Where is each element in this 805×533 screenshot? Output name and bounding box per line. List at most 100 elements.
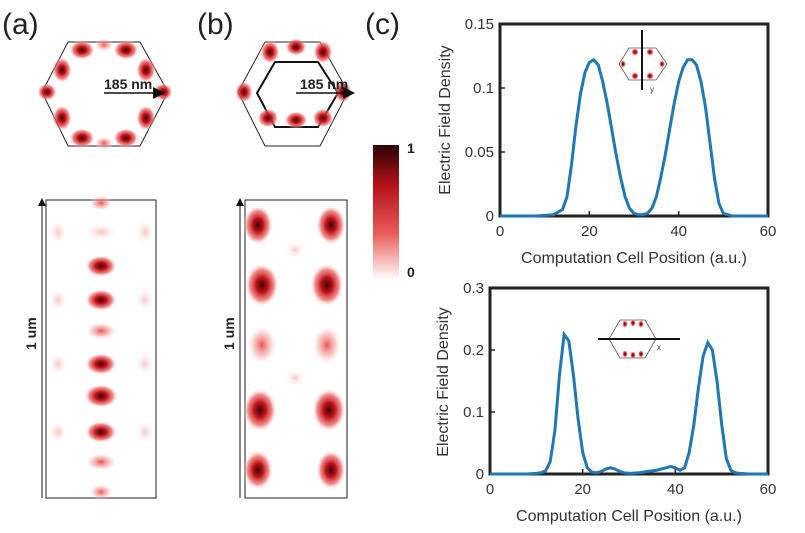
hex-a-hotspot — [153, 83, 173, 101]
chart-bottom-ytick-label: 0 — [476, 466, 484, 483]
hex-a-hotspot — [113, 128, 139, 148]
inset-hotspot — [631, 72, 639, 80]
radius-label-a: 185 nm — [104, 76, 152, 92]
chart-top-ytick-label: 0.15 — [465, 16, 494, 33]
rect-a-hotspot — [85, 322, 117, 340]
chart-bottom-ylabel: Electric Field Density — [435, 307, 452, 456]
chart-bottom: 0 0.1 0.2 0.3 0 20 40 60 Computation Cell Posi… — [435, 280, 776, 525]
inset-hotspot — [630, 351, 636, 359]
hex-a-hotspot — [113, 40, 139, 60]
chart-top-yticks: 0 0.05 0.1 0.15 — [465, 16, 505, 225]
colorbar-gradient — [373, 145, 399, 280]
chart-top-xtick-label: 20 — [581, 223, 598, 240]
chart-bottom-series-line — [490, 330, 768, 476]
rect-a-hotspot — [85, 255, 117, 277]
rect-map-b: 1 um — [221, 198, 348, 499]
hex-a-hotspot — [69, 40, 95, 60]
rect-a-hotspot — [85, 353, 117, 375]
rect-b-hotspot — [247, 325, 277, 365]
rect-a-hotspot — [85, 421, 117, 443]
panel-label-a: (a) — [2, 8, 39, 41]
chart-bottom-xlabel: Computation Cell Position (a.u.) — [516, 508, 742, 525]
rect-a-hotspot — [48, 419, 68, 445]
hex-a-hotspot — [69, 128, 95, 148]
radius-label-b: 185 nm — [300, 76, 348, 92]
rect-b-hotspot — [316, 450, 346, 490]
inset-hotspot — [638, 350, 644, 358]
chart-top-xtick-label: 60 — [760, 223, 777, 240]
chart-bottom-xtick-label: 60 — [760, 481, 777, 498]
chart-top-ytick-label: 0.1 — [473, 80, 494, 97]
rect-b-hotspot — [285, 368, 305, 388]
chart-top: 0 0.05 0.1 0.15 0 20 40 60 Computation Cell Po… — [437, 16, 776, 267]
chart-top-inset: y — [618, 30, 668, 94]
hex-b-hotspot — [257, 108, 279, 128]
colorbar: 1 0 — [373, 140, 415, 280]
chart-bottom-ytick-label: 0.1 — [463, 404, 484, 421]
chart-bottom-xtick-label: 20 — [574, 481, 591, 498]
inset-hotspot — [620, 60, 626, 68]
chart-top-ylabel: Electric Field Density — [437, 45, 454, 194]
chart-bottom-xticks: 0 20 40 60 — [486, 469, 777, 498]
rect-a-hotspot — [135, 419, 155, 445]
rect-b-hotspot — [310, 263, 344, 307]
chart-top-xtick-label: 40 — [670, 223, 687, 240]
chart-bottom-frame — [488, 286, 770, 476]
hex-a-hotspot — [52, 57, 72, 83]
length-label-b: 1 um — [221, 317, 237, 350]
rect-a-hotspot — [135, 218, 155, 246]
hex-b-hotspot — [313, 40, 333, 64]
panel-label-b: (b) — [197, 8, 234, 41]
rect-a-hotspot — [89, 484, 113, 500]
inset-hotspot — [622, 320, 628, 328]
inset-hotspot — [622, 350, 628, 358]
rect-b-hotspot — [312, 388, 346, 432]
rect-a-hotspot — [89, 195, 113, 211]
hex-a-hotspot — [37, 83, 57, 101]
inset-hotspot — [631, 48, 639, 56]
rect-b-hotspot — [245, 263, 279, 307]
rect-b-hotspot — [243, 450, 273, 490]
hex-b-hotspot — [284, 111, 308, 129]
rect-a-hotspot — [83, 222, 119, 242]
rect-b-hotspot — [243, 388, 277, 432]
inset-axis-label: y — [650, 85, 654, 94]
hex-a-hotspot — [136, 57, 156, 83]
inset-axis-label: x — [657, 343, 661, 352]
hex-map-b: 185 nm — [235, 38, 355, 147]
colorbar-min-label: 0 — [407, 264, 415, 280]
chart-bottom-xtick-label: 0 — [486, 481, 494, 498]
chart-top-series-line — [500, 57, 768, 218]
chart-top-xtick-label: 0 — [496, 223, 504, 240]
hex-b-hotspot — [312, 108, 334, 128]
rect-a-hotspot — [48, 218, 68, 246]
hex-a-hotspot — [94, 136, 114, 150]
hex-a-hotspot — [136, 105, 156, 131]
rect-a-hotspot — [48, 351, 68, 377]
chart-bottom-ytick-label: 0.3 — [463, 280, 484, 297]
hex-a-hotspot — [52, 105, 72, 131]
rect-b-hotspot — [312, 325, 342, 365]
rect-b-hotspot — [285, 240, 305, 260]
inset-hotspot — [646, 72, 654, 80]
hex-a-hotspot — [94, 38, 114, 52]
length-label-a: 1 um — [23, 317, 39, 350]
colorbar-max-label: 1 — [407, 140, 415, 156]
inset-hotspot — [646, 48, 654, 56]
chart-top-ytick-label: 0.05 — [465, 144, 494, 161]
chart-bottom-ytick-label: 0.2 — [463, 342, 484, 359]
chart-bottom-inset: x — [598, 319, 680, 359]
chart-bottom-xtick-label: 40 — [667, 481, 684, 498]
rect-a-hotspot — [84, 384, 118, 408]
rect-map-a: 1 um — [23, 195, 157, 500]
inset-hotspot — [630, 319, 636, 327]
hex-b-hotspot — [235, 81, 253, 103]
rect-a-hotspot — [135, 351, 155, 377]
rect-a-hotspot — [85, 289, 117, 311]
panel-label-c: (c) — [365, 8, 400, 41]
hex-map-a: 185 nm — [37, 38, 173, 150]
rect-b-hotspot — [316, 205, 346, 245]
chart-bottom-yticks: 0 0.1 0.2 0.3 — [463, 280, 495, 483]
chart-top-xlabel: Computation Cell Position (a.u.) — [521, 250, 747, 267]
